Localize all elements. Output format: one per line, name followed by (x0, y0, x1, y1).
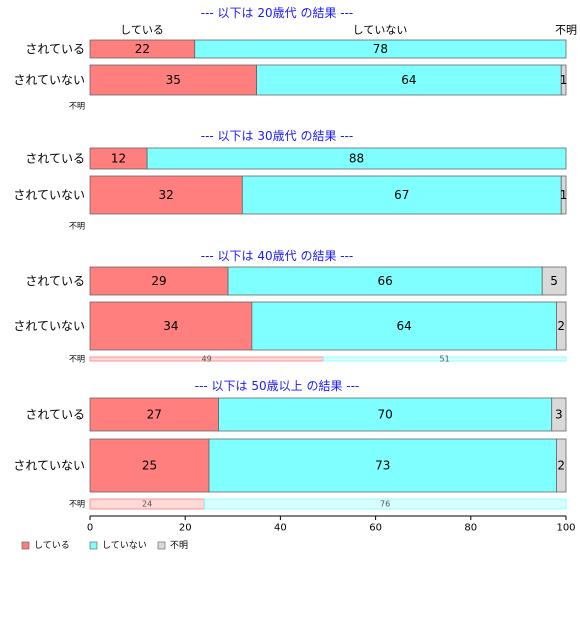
bar-segment (556, 438, 567, 493)
bar-segment (89, 175, 243, 215)
data-label: 34 (163, 319, 178, 333)
row-label: 不明 (69, 355, 85, 364)
row-label: されていない (13, 319, 85, 333)
data-label: 67 (394, 188, 409, 202)
bar-segment (541, 266, 567, 296)
row-label: 不明 (69, 222, 85, 231)
legend-label: している (34, 540, 70, 551)
row-label: されていない (13, 73, 85, 87)
data-label: 25 (142, 459, 157, 473)
data-label: 64 (401, 73, 416, 87)
bar-segment (227, 266, 543, 296)
header-label-shiteinai: していない (353, 24, 408, 37)
row-label: 不明 (69, 102, 85, 111)
legend-label: していない (102, 540, 147, 551)
row-label: されている (25, 152, 85, 166)
data-label: 66 (377, 274, 392, 288)
header-label-shiteiru: している (120, 24, 164, 37)
bar-segment (560, 175, 567, 215)
bar-segment (208, 438, 557, 493)
bar-segment (89, 397, 219, 432)
bar-segment (89, 301, 253, 351)
x-tick-label: 80 (464, 523, 477, 534)
data-label: 22 (135, 42, 150, 56)
data-label: 78 (373, 42, 388, 56)
data-label: 1 (560, 73, 568, 87)
data-label: 1 (560, 188, 568, 202)
data-label: 27 (147, 408, 162, 422)
x-tick-label: 0 (87, 523, 93, 534)
panel-title: --- 以下は 40歳代 の結果 --- (201, 249, 354, 263)
bar-segment (251, 301, 557, 351)
data-label: 2 (557, 319, 565, 333)
bar-segment (241, 175, 562, 215)
row-label: されている (25, 274, 85, 288)
row-label: されている (25, 42, 85, 56)
header-label-fumei: 不明 (555, 24, 577, 37)
row-label: 不明 (69, 500, 85, 509)
x-tick-label: 20 (179, 523, 192, 534)
data-label: 51 (440, 355, 450, 364)
x-tick-label: 100 (556, 523, 575, 534)
panel-title: --- 以下は 20歳代 の結果 --- (201, 6, 354, 20)
data-label: 88 (349, 152, 364, 166)
bar-segment (218, 397, 553, 432)
bar-segment (89, 266, 229, 296)
bar-segment (322, 356, 567, 362)
row-label: されている (25, 408, 85, 422)
bar-segment (556, 301, 567, 351)
bar-segment (194, 39, 567, 59)
row-label: されていない (13, 188, 85, 202)
data-label: 2 (557, 459, 565, 473)
bar-segment (89, 64, 258, 96)
data-label: 32 (159, 188, 174, 202)
data-label: 73 (375, 459, 390, 473)
legend-swatch (89, 541, 98, 550)
row-label: されていない (13, 459, 85, 473)
data-label: 3 (555, 408, 563, 422)
legend-label: 不明 (170, 540, 188, 551)
bar-segment (551, 397, 567, 432)
data-label: 49 (202, 355, 212, 364)
data-label: 24 (142, 500, 152, 509)
x-tick-label: 40 (274, 523, 287, 534)
bar-segment (146, 147, 567, 170)
panel-title: --- 以下は 50歳以上 の結果 --- (195, 379, 360, 393)
data-label: 29 (151, 274, 166, 288)
data-label: 12 (111, 152, 126, 166)
data-label: 35 (166, 73, 181, 87)
bar-segment (89, 438, 210, 493)
legend-swatch (157, 541, 166, 550)
data-label: 76 (380, 500, 390, 509)
data-label: 5 (550, 274, 558, 288)
data-label: 64 (397, 319, 412, 333)
panel-title: --- 以下は 30歳代 の結果 --- (201, 129, 354, 143)
bar-segment (560, 64, 567, 96)
legend-swatch (21, 541, 30, 550)
data-label: 70 (377, 408, 392, 422)
bar-segment (203, 498, 567, 510)
x-tick-label: 60 (369, 523, 382, 534)
